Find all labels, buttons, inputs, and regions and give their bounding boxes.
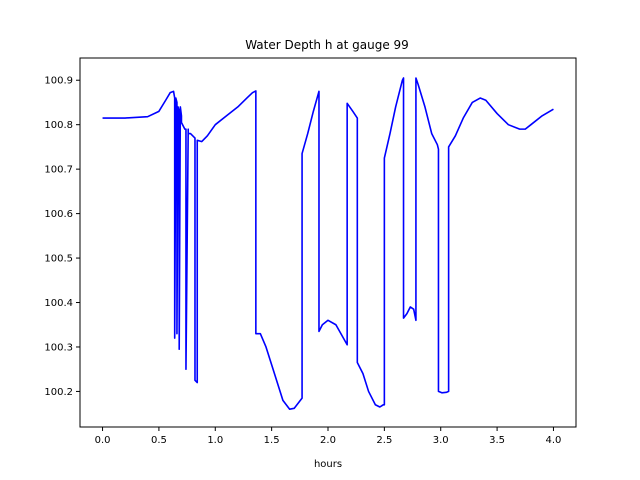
x-tick-label: 1.5 bbox=[264, 435, 280, 446]
x-tick-label: 0.5 bbox=[151, 435, 167, 446]
y-tick-label: 100.4 bbox=[44, 298, 73, 309]
x-axis: 0.0 0.5 1.0 1.5 2.0 2.5 3.0 3.5 4.0 bbox=[95, 427, 562, 446]
y-axis: 100.2 100.3 100.4 100.5 100.6 100.7 100.8 100.9 bbox=[44, 76, 80, 398]
series-line-0 bbox=[102, 77, 554, 411]
y-tick-label: 100.8 bbox=[44, 120, 73, 131]
chart-title: Water Depth h at gauge 99 bbox=[245, 38, 409, 52]
y-tick-label: 100.2 bbox=[44, 387, 73, 398]
plot-area bbox=[102, 77, 554, 411]
x-tick-label: 3.0 bbox=[433, 435, 449, 446]
y-tick-label: 100.6 bbox=[44, 209, 73, 220]
y-tick-label: 100.5 bbox=[44, 254, 73, 265]
x-tick-label: 3.5 bbox=[489, 435, 505, 446]
x-tick-label: 2.0 bbox=[320, 435, 336, 446]
x-axis-label: hours bbox=[314, 459, 342, 470]
x-tick-label: 4.0 bbox=[546, 435, 562, 446]
x-tick-label: 0.0 bbox=[95, 435, 111, 446]
axes-frame bbox=[79, 57, 577, 428]
x-tick-label: 2.5 bbox=[376, 435, 392, 446]
y-tick-label: 100.9 bbox=[44, 76, 73, 87]
x-tick-label: 1.0 bbox=[207, 435, 223, 446]
y-tick-label: 100.3 bbox=[44, 342, 73, 353]
y-tick-label: 100.7 bbox=[44, 165, 73, 176]
